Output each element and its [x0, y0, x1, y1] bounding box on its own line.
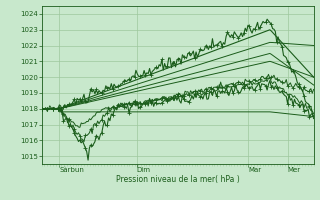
X-axis label: Pression niveau de la mer( hPa ): Pression niveau de la mer( hPa ): [116, 175, 239, 184]
